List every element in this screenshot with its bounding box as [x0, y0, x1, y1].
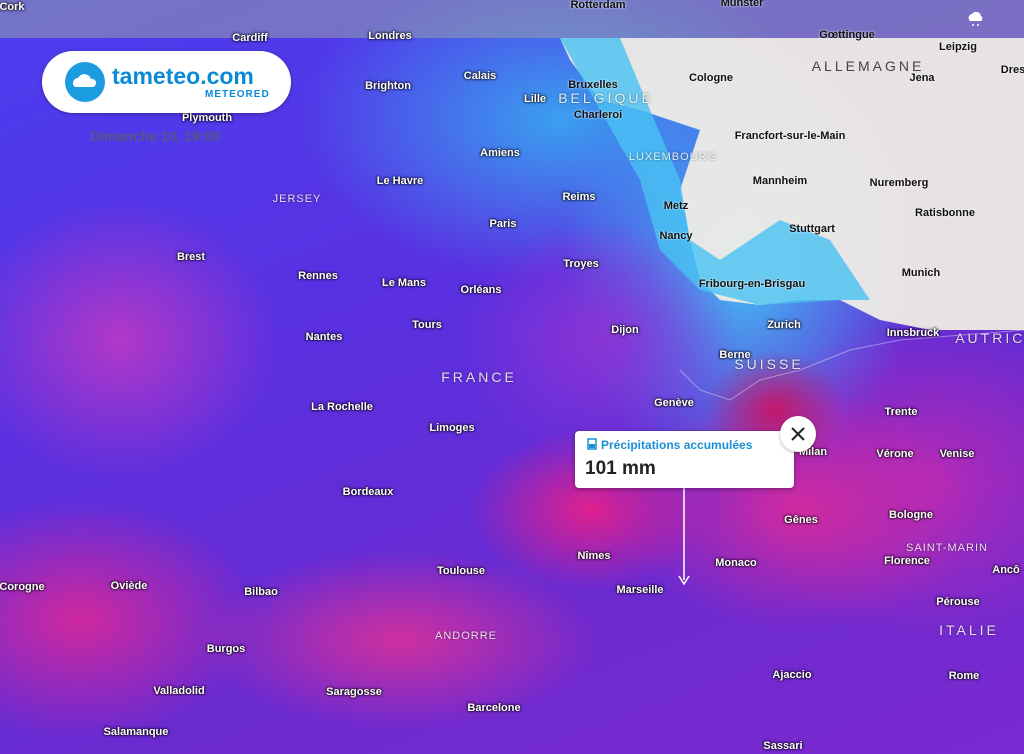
- city: Berne: [719, 349, 751, 361]
- city: Lille: [523, 93, 547, 105]
- city: Burgos: [206, 643, 246, 655]
- city: Le Mans: [381, 277, 427, 289]
- city: Munster: [720, 0, 764, 9]
- city: Bruxelles: [568, 79, 618, 91]
- city: Salamanque: [103, 726, 169, 738]
- city: Valladolid: [153, 685, 205, 697]
- city: Francfort-sur-le-Main: [734, 130, 846, 142]
- region: LUXEMBOURG: [628, 151, 718, 163]
- region: FRANCE: [441, 369, 517, 385]
- city: Troyes: [563, 258, 599, 270]
- city: Venise: [939, 448, 975, 460]
- city: Dijon: [611, 324, 639, 336]
- border: [679, 329, 1024, 401]
- city: Nîmes: [577, 550, 611, 562]
- city: Plymouth: [181, 112, 233, 124]
- city: Nantes: [305, 331, 343, 343]
- close-icon: [791, 427, 805, 441]
- city: Tours: [412, 319, 442, 331]
- city: Metz: [663, 200, 689, 212]
- city: Pérouse: [936, 596, 980, 608]
- city: Limoges: [429, 422, 475, 434]
- city: Marseille: [616, 584, 664, 596]
- weather-icon[interactable]: [966, 10, 986, 28]
- city: Nuremberg: [869, 177, 929, 189]
- logo-name: tameteo.com: [112, 63, 254, 89]
- city: Zurich: [767, 319, 801, 331]
- city: Brighton: [365, 80, 411, 92]
- city: Amiens: [480, 147, 520, 159]
- city: Brest: [176, 251, 206, 263]
- tooltip-icon: [587, 438, 597, 450]
- logo[interactable]: tameteo.com METEORED: [42, 51, 291, 113]
- region: AUTRICHE: [955, 330, 1024, 346]
- city: Vérone: [876, 448, 914, 460]
- city: Monaco: [715, 557, 757, 569]
- city: Cardiff: [232, 32, 268, 44]
- city: Cologne: [689, 72, 733, 84]
- city: Oviède: [110, 580, 148, 592]
- city: Bordeaux: [342, 486, 394, 498]
- region: SUISSE: [734, 356, 804, 372]
- city: Reims: [562, 191, 596, 203]
- city: Trente: [884, 406, 918, 418]
- tooltip-title: Précipitations accumulées: [601, 438, 753, 452]
- city: Sassari: [763, 740, 803, 752]
- city: Le Havre: [376, 175, 424, 187]
- top-bar: [0, 0, 1024, 38]
- region: ALLEMAGNE: [811, 58, 925, 74]
- city: Gênes: [784, 514, 818, 526]
- city: Mannheim: [752, 175, 808, 187]
- tooltip: Précipitations accumulées 101 mm: [575, 431, 794, 488]
- city: Leipzig: [939, 41, 977, 53]
- city: Rennes: [298, 270, 338, 282]
- city: Dres: [1000, 64, 1024, 76]
- city: Nancy: [659, 230, 693, 242]
- tooltip-value: 101 mm: [585, 458, 656, 479]
- city: Florence: [884, 555, 930, 567]
- logo-icon: [65, 62, 105, 102]
- pointer-arrow: [678, 575, 690, 586]
- city: Rotterdam: [570, 0, 626, 11]
- city: Jena: [909, 72, 935, 84]
- city: Corogne: [0, 581, 45, 593]
- city: Ratisbonne: [915, 207, 975, 219]
- city: Munich: [901, 267, 941, 279]
- city: Charleroi: [573, 109, 623, 121]
- city: Barcelone: [467, 702, 521, 714]
- logo-sub: METEORED: [205, 89, 270, 100]
- city: Rome: [948, 670, 980, 682]
- city: Toulouse: [436, 565, 486, 577]
- city: Calais: [463, 70, 497, 82]
- region: ITALIE: [939, 622, 999, 638]
- city: Ajaccio: [772, 669, 812, 681]
- land-area: [560, 38, 1024, 330]
- city: Orléans: [460, 284, 502, 296]
- city: Innsbruck: [886, 327, 940, 339]
- city: Genève: [654, 397, 694, 409]
- region: ANDORRE: [434, 630, 498, 642]
- city: Gœttingue: [819, 29, 875, 41]
- rain-light: [560, 38, 870, 305]
- city: Paris: [489, 218, 517, 230]
- city: Bilbao: [244, 586, 278, 598]
- date: Dimanche 10, 19:00: [90, 128, 220, 144]
- city: La Rochelle: [311, 401, 373, 413]
- region: SAINT-MARIN: [906, 542, 988, 554]
- close-button[interactable]: [780, 416, 816, 452]
- city: Londres: [368, 30, 412, 42]
- city: Cork: [0, 1, 25, 13]
- region: JERSEY: [272, 193, 322, 205]
- city: Stuttgart: [789, 223, 835, 235]
- city: Fribourg-en-Brisgau: [698, 278, 806, 290]
- city: Saragosse: [326, 686, 382, 698]
- region: BELGIQUE: [558, 90, 654, 106]
- city: Bologne: [889, 509, 933, 521]
- city: Ancô: [992, 564, 1020, 576]
